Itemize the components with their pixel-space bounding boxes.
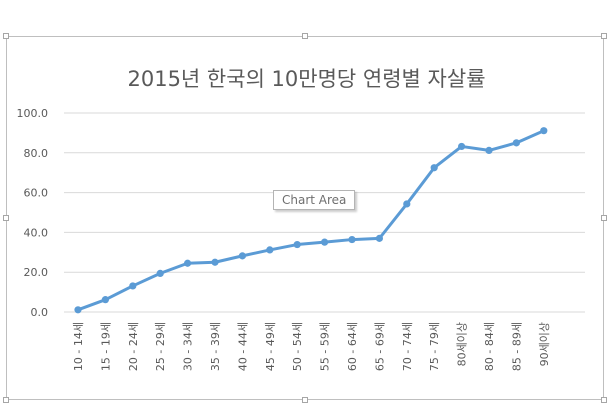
- x-tick-label: 90세이상: [538, 322, 551, 366]
- x-tick-label: 35 - 39세: [209, 322, 222, 371]
- resize-handle-top-center[interactable]: [302, 33, 308, 39]
- x-tick-label: 45 - 49세: [264, 322, 277, 371]
- data-point: [293, 240, 301, 249]
- x-tick-label: 80 - 84세: [483, 322, 496, 371]
- x-tick-label: 70 - 74세: [401, 322, 414, 371]
- x-tick-label: 15 - 19세: [99, 322, 112, 371]
- x-tick-label: 25 - 29세: [154, 322, 167, 371]
- x-tick-label: 40 - 44세: [236, 322, 249, 371]
- data-point: [375, 234, 383, 242]
- data-point: [211, 258, 219, 266]
- resize-handle-middle-right[interactable]: [601, 215, 607, 221]
- data-point: [74, 306, 82, 314]
- x-tick-label: 55 - 59세: [319, 322, 332, 371]
- resize-handle-bottom-left[interactable]: [3, 397, 9, 403]
- y-tick-label: 80.0: [24, 147, 49, 160]
- x-tick-label: 20 - 24세: [127, 322, 140, 371]
- x-tick-label: 60 - 64세: [346, 322, 359, 371]
- x-tick-label: 75 - 79세: [428, 322, 441, 371]
- data-point: [430, 164, 438, 172]
- chart-area-tooltip: Chart Area: [273, 190, 356, 210]
- data-point: [403, 200, 411, 208]
- data-point: [266, 246, 274, 254]
- resize-handle-middle-left[interactable]: [3, 215, 9, 221]
- data-point: [156, 269, 164, 277]
- data-point: [485, 146, 493, 155]
- y-tick-label: 40.0: [24, 226, 49, 239]
- data-point: [238, 252, 246, 260]
- x-tick-label: 80세이상: [456, 322, 469, 366]
- x-tick-label: 30 - 34세: [182, 322, 195, 371]
- y-tick-label: 100.0: [17, 107, 49, 120]
- resize-handle-top-right[interactable]: [601, 33, 607, 39]
- x-tick-label: 10 - 14세: [72, 322, 85, 371]
- resize-handle-top-left[interactable]: [3, 33, 9, 39]
- chart-title: 2015년 한국의 10만명당 연령별 자살률: [127, 67, 486, 91]
- data-point: [540, 127, 548, 135]
- data-point: [101, 296, 109, 304]
- chart-area[interactable]: [6, 36, 604, 400]
- x-tick-label: 50 - 54세: [291, 322, 304, 371]
- data-point: [321, 238, 329, 246]
- data-point: [184, 259, 192, 267]
- y-tick-label: 0.0: [31, 306, 49, 319]
- resize-handle-bottom-center[interactable]: [302, 397, 308, 403]
- y-tick-label: 20.0: [24, 266, 49, 279]
- series-line: [76, 129, 546, 312]
- data-point: [348, 235, 356, 244]
- x-tick-label: 85 - 89세: [510, 322, 523, 371]
- data-point: [512, 139, 521, 147]
- data-point: [129, 282, 137, 290]
- data-point: [458, 142, 466, 151]
- y-tick-label: 60.0: [24, 187, 49, 200]
- x-tick-label: 65 - 69세: [373, 322, 386, 371]
- resize-handle-bottom-right[interactable]: [601, 397, 607, 403]
